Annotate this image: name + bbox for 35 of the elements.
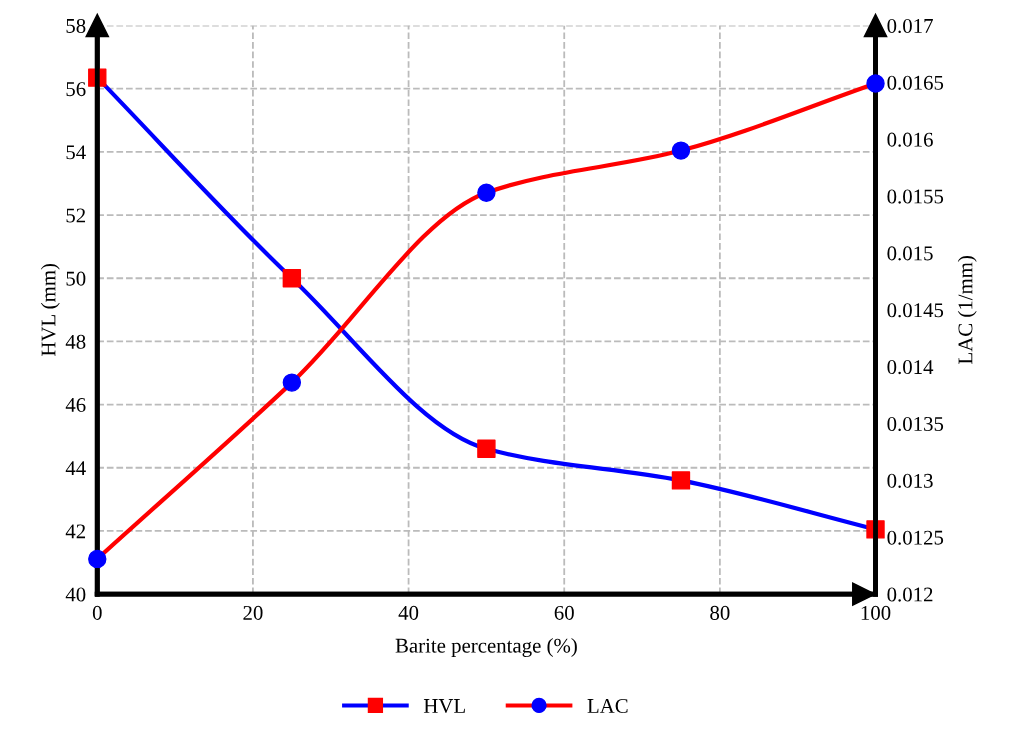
y2-tick-label: 0.015: [887, 246, 933, 261]
x-axis-title: Barite percentage (%): [395, 638, 577, 657]
y2-tick-label: 0.0135: [887, 416, 944, 432]
legend-label: LAC: [587, 698, 628, 713]
y2-tick-label: 0.012: [887, 587, 933, 602]
y-tick-label: 56: [66, 82, 86, 97]
y2-axis-title: LAC (1/mm): [957, 256, 977, 364]
point: [671, 471, 691, 490]
x-tick-label: 40: [398, 605, 419, 620]
point: [477, 439, 496, 459]
y2-tick-label: 0.0145: [887, 303, 944, 318]
y-tick-label: 58: [66, 18, 86, 33]
y-tick-label: 46: [65, 398, 86, 413]
y2-tick-label: 0.016: [887, 132, 933, 147]
x-tick-label: 0: [92, 605, 102, 620]
y2-tick-label: 0.0155: [887, 189, 944, 204]
legend-label: HVL: [423, 699, 465, 714]
y2-tick-label: 0.013: [887, 473, 933, 488]
y2-tick-label: 0.0125: [887, 530, 944, 545]
x-tick-label: 20: [243, 605, 263, 620]
y-tick-label: 40: [65, 587, 86, 602]
y-tick-label: 48: [65, 334, 86, 349]
y-tick-label: 42: [65, 524, 86, 539]
x-tick-label: 100: [861, 605, 891, 620]
x-tick-label: 80: [710, 605, 730, 620]
x-tick-label: 60: [554, 605, 574, 620]
y-tick-label: 52: [66, 208, 86, 223]
y-tick-label: 50: [66, 271, 86, 286]
y-tick-label: 54: [66, 145, 86, 160]
y2-tick-label: 0.017: [887, 18, 933, 34]
point: [282, 269, 302, 288]
y-axis-title: HVL (mm): [40, 263, 60, 356]
y-tick-label: 44: [65, 461, 86, 475]
y2-tick-label: 0.014: [887, 360, 934, 375]
y2-tick-label: 0.0165: [887, 75, 944, 90]
